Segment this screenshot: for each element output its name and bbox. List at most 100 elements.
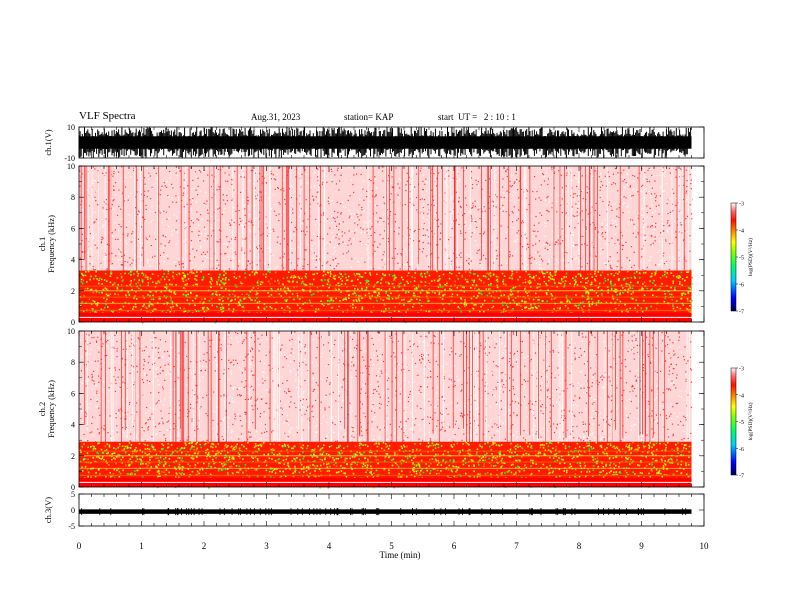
psd-blob — [573, 283, 576, 286]
psd-speckle — [282, 210, 285, 212]
psd-blob — [99, 277, 101, 280]
psd-blob — [490, 282, 492, 285]
psd-speckle — [479, 199, 481, 201]
psd-speckle — [659, 186, 661, 188]
psd-speckle — [535, 198, 537, 200]
psd-blob — [344, 297, 347, 299]
psd-speckle — [659, 263, 661, 266]
psd-speckle — [459, 178, 461, 180]
psd-blob — [390, 311, 393, 314]
psd-speckle — [361, 206, 363, 209]
sferic-streak — [488, 166, 489, 297]
psd-speckle — [216, 205, 218, 208]
psd-blob — [328, 300, 331, 302]
psd-speckle — [361, 187, 363, 189]
psd-blob — [135, 306, 137, 308]
psd-speckle — [258, 172, 260, 175]
psd-speckle — [315, 263, 317, 266]
psd-speckle — [374, 250, 376, 252]
psd-speckle — [238, 224, 240, 226]
psd-blob — [623, 277, 626, 280]
psd-speckle — [247, 260, 249, 262]
psd-speckle — [660, 232, 662, 234]
sferic-streak — [257, 166, 259, 295]
psd-speckle — [679, 222, 682, 224]
psd-speckle — [406, 261, 409, 263]
psd-blob — [394, 306, 396, 308]
psd-blob — [426, 271, 429, 273]
psd-speckle — [382, 266, 384, 268]
sferic-streak — [107, 166, 109, 301]
psd-speckle — [430, 211, 432, 213]
psd-speckle — [529, 193, 531, 195]
psd-speckle — [430, 198, 432, 200]
psd-speckle — [127, 261, 129, 263]
psd-speckle — [504, 185, 506, 187]
psd-speckle — [659, 174, 661, 176]
sferic-streak — [219, 166, 221, 286]
psd-blob — [636, 311, 639, 313]
psd-speckle — [414, 229, 416, 232]
psd-speckle — [81, 266, 83, 268]
psd-blob — [503, 294, 506, 296]
psd-speckle — [335, 225, 338, 227]
psd-speckle — [662, 255, 664, 257]
psd-speckle — [339, 222, 341, 224]
psd-speckle — [304, 217, 306, 219]
psd-speckle — [198, 169, 201, 171]
psd-speckle — [546, 241, 548, 244]
psd-speckle — [630, 195, 632, 197]
psd-blob — [486, 272, 488, 275]
psd-blob — [287, 289, 290, 291]
psd-speckle — [547, 252, 549, 254]
psd-blob — [202, 308, 205, 310]
psd-speckle — [572, 234, 574, 236]
psd-blob — [457, 278, 460, 280]
psd-blob — [232, 310, 234, 313]
psd-speckle — [119, 208, 122, 210]
psd-speckle — [574, 227, 576, 229]
psd-blob — [158, 281, 161, 284]
psd-speckle — [168, 196, 170, 198]
psd-speckle — [457, 194, 459, 196]
psd-blob — [148, 301, 151, 303]
psd-speckle — [464, 185, 467, 187]
psd-speckle — [522, 179, 524, 181]
psd-speckle — [658, 213, 660, 215]
psd-speckle — [450, 260, 453, 262]
psd-blob — [651, 282, 654, 284]
psd-blob — [393, 277, 396, 280]
psd-blob — [324, 273, 327, 276]
psd-speckle — [561, 233, 563, 235]
psd-speckle — [464, 197, 467, 199]
psd-speckle — [294, 226, 296, 229]
psd-speckle — [689, 235, 691, 237]
psd-blob — [91, 310, 94, 312]
psd-blob — [296, 295, 299, 297]
psd-blob — [615, 288, 618, 291]
psd-speckle — [472, 184, 474, 186]
psd-blob — [338, 305, 340, 308]
psd-speckle — [357, 211, 360, 214]
psd-blob — [599, 274, 602, 277]
psd-blob — [643, 294, 646, 297]
psd-speckle — [164, 245, 166, 247]
psd-speckle — [216, 241, 218, 243]
psd-speckle — [483, 204, 485, 206]
psd-blob — [438, 275, 441, 277]
psd-speckle — [608, 204, 610, 206]
psd-speckle — [205, 191, 207, 193]
psd-blob — [617, 278, 620, 281]
psd-speckle — [360, 231, 363, 233]
psd-speckle — [154, 255, 156, 257]
psd-blob — [354, 287, 356, 290]
psd-blob — [600, 301, 603, 304]
psd-speckle — [207, 235, 209, 237]
psd-speckle — [247, 205, 250, 207]
psd-speckle — [506, 168, 508, 170]
psd-speckle — [198, 239, 200, 242]
psd-speckle — [241, 249, 243, 251]
psd-speckle — [352, 183, 354, 186]
psd-speckle — [114, 222, 116, 224]
